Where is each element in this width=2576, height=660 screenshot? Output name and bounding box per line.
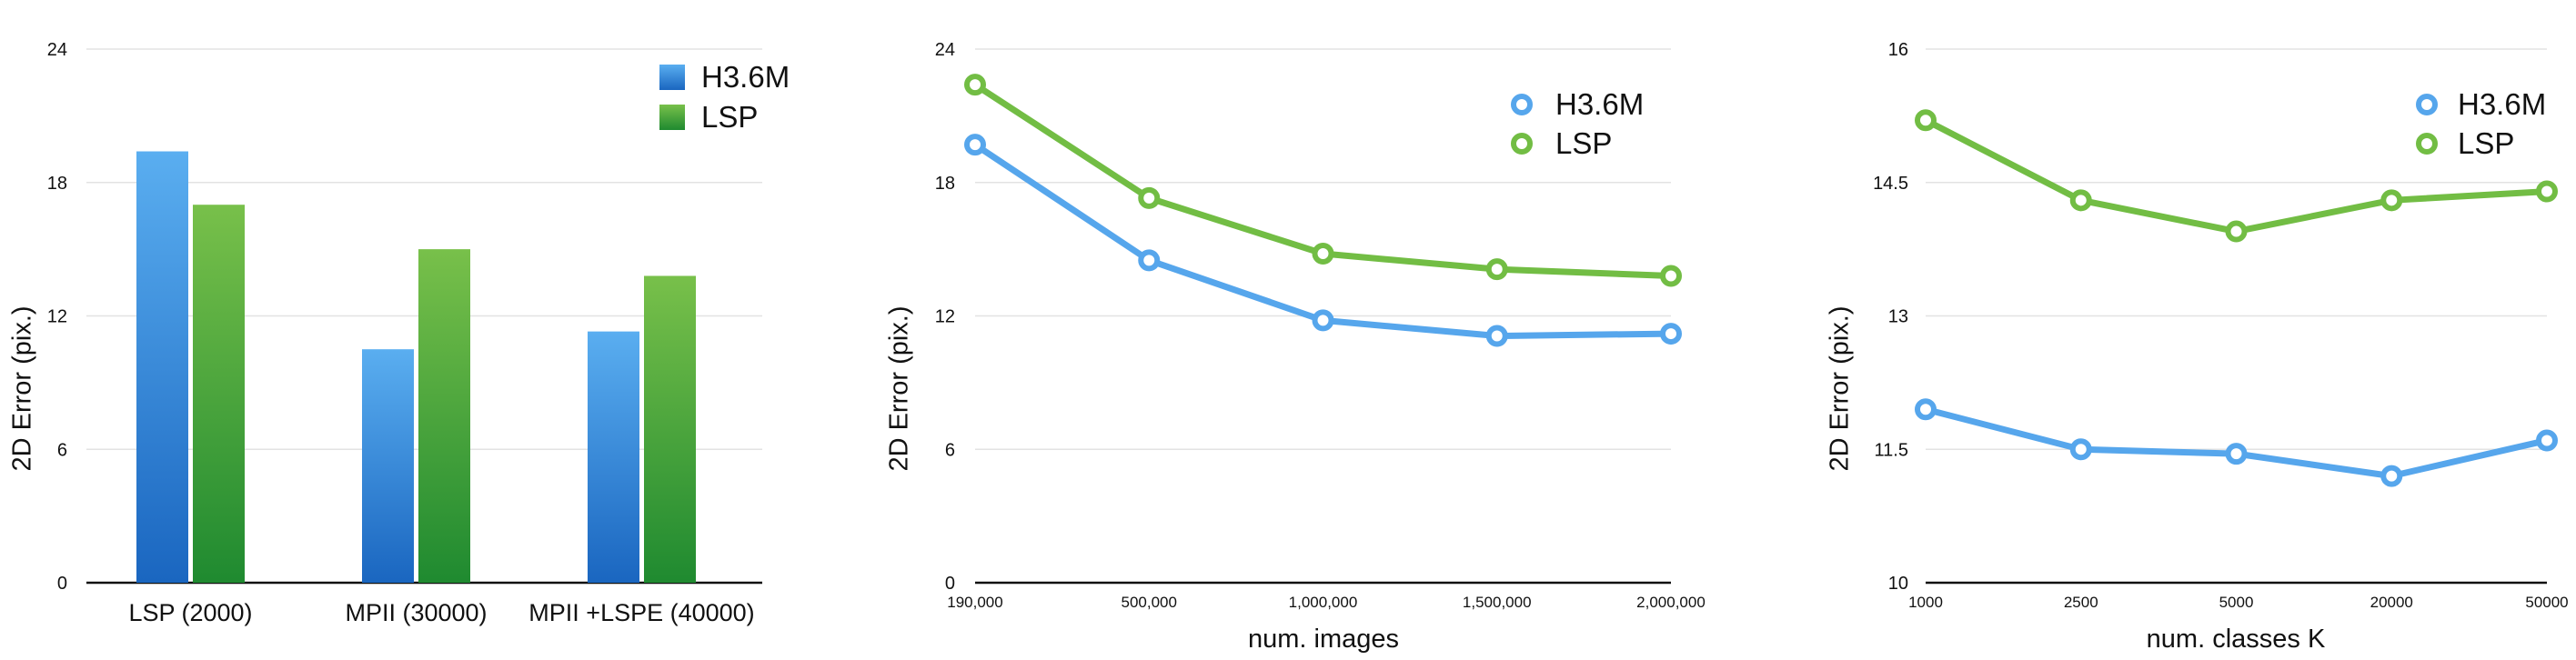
x-category-label: MPII (30000) <box>345 599 487 626</box>
data-point-lsp <box>2380 189 2403 212</box>
legend-label: H3.6M <box>1555 87 1644 121</box>
legend-label: H3.6M <box>2458 87 2546 121</box>
x-tick-label: 2500 <box>2064 594 2098 611</box>
x-tick-label: 5000 <box>2219 594 2254 611</box>
x-axis-label: num. images <box>1248 625 1399 654</box>
x-tick-label: 500,000 <box>1122 594 1177 611</box>
y-tick-label: 24 <box>47 40 67 60</box>
data-point-h36m <box>1138 249 1161 272</box>
bar-h36m <box>136 151 188 583</box>
y-tick-label: 13 <box>1888 307 1908 327</box>
data-point-lsp <box>1485 258 1508 281</box>
y-tick-label: 16 <box>1888 40 1908 60</box>
legend-marker <box>1511 133 1533 155</box>
y-tick-label: 11.5 <box>1875 440 1908 460</box>
x-tick-label: 20000 <box>2370 594 2413 611</box>
data-point-h36m <box>1915 398 1937 421</box>
data-point-lsp <box>1138 186 1161 209</box>
series-line-h36m <box>973 142 1672 340</box>
data-point-lsp <box>2069 189 2092 212</box>
legend-label: LSP <box>701 100 758 134</box>
data-point-h36m <box>2069 438 2092 461</box>
x-tick-label: 1000 <box>1908 594 1943 611</box>
legend-marker <box>2416 133 2438 155</box>
y-axis-label: 2D Error (pix.) <box>885 305 914 471</box>
x-tick-label: 190,000 <box>947 594 1002 611</box>
x-category-label: LSP (2000) <box>128 599 252 626</box>
bar-h36m <box>362 349 414 583</box>
bar-lsp <box>193 205 245 584</box>
line-chart-classes-panel: 10 11.5 13 14.5 16 2D Error (pix.) 1000 2500 500… <box>1826 40 2569 654</box>
bar-lsp <box>418 249 470 583</box>
data-point-lsp <box>1915 109 1937 132</box>
y-tick-label: 14.5 <box>1873 174 1908 194</box>
y-tick-label: 12 <box>47 307 67 327</box>
bar-chart-panel: 0 6 12 18 24 2D Error (pix.) LSP (2000) MPII (3… <box>8 40 790 626</box>
y-tick-label: 6 <box>945 440 955 460</box>
x-tick-label: 50000 <box>2525 594 2568 611</box>
legend-label: LSP <box>2458 126 2514 160</box>
x-category-label: MPII +LSPE (40000) <box>528 599 754 626</box>
line-chart-images-panel: 0 6 12 18 24 2D Error (pix.) 190,000 500,000 1,0… <box>885 40 1706 654</box>
x-tick-label: 2,000,000 <box>1636 594 1706 611</box>
y-tick-label: 18 <box>47 174 67 194</box>
y-tick-label: 0 <box>57 574 67 594</box>
y-tick-label: 0 <box>945 574 955 594</box>
y-tick-label: 10 <box>1888 574 1908 594</box>
y-tick-label: 6 <box>57 440 67 460</box>
data-point-h36m <box>964 134 986 156</box>
legend-label: LSP <box>1555 126 1612 160</box>
y-tick-label: 24 <box>935 40 955 60</box>
legend-marker <box>1511 94 1533 115</box>
data-point-h36m <box>2225 443 2248 465</box>
y-tick-label: 12 <box>935 307 955 327</box>
y-axis-label: 2D Error (pix.) <box>8 305 37 471</box>
bar-h36m <box>588 331 639 583</box>
series-line-lsp <box>1924 117 2548 235</box>
x-tick-label: 1,000,000 <box>1289 594 1358 611</box>
data-point-lsp <box>964 74 986 96</box>
legend-label: H3.6M <box>701 60 790 94</box>
data-point-h36m <box>1485 325 1508 347</box>
data-point-lsp <box>1660 265 1682 287</box>
data-point-h36m <box>2380 465 2403 487</box>
data-point-h36m <box>1312 309 1334 332</box>
legend-marker <box>2416 94 2438 115</box>
y-axis-label: 2D Error (pix.) <box>1826 305 1855 471</box>
y-tick-label: 18 <box>935 174 955 194</box>
series-line-h36m <box>1925 405 2548 480</box>
data-point-h36m <box>1660 323 1682 345</box>
legend-swatch <box>659 105 685 130</box>
x-tick-label: 1,500,000 <box>1463 594 1532 611</box>
legend-swatch <box>659 65 685 90</box>
data-point-lsp <box>2536 180 2558 203</box>
bar-lsp <box>644 275 696 583</box>
data-point-h36m <box>2536 429 2558 452</box>
x-axis-label: num. classes K <box>2147 625 2326 654</box>
data-point-lsp <box>1312 243 1334 265</box>
data-point-lsp <box>2225 220 2248 243</box>
